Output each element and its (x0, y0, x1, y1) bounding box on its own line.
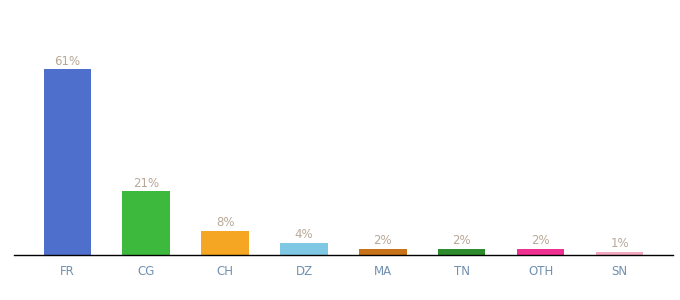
Bar (44, 70, 91, 255)
Text: 2%: 2% (531, 234, 550, 248)
Bar (517, 249, 564, 255)
Text: 8%: 8% (216, 216, 235, 229)
Text: 2%: 2% (452, 234, 471, 248)
Bar (438, 249, 486, 255)
Bar (359, 249, 407, 255)
Text: 61%: 61% (54, 55, 80, 68)
Bar (201, 231, 249, 255)
Bar (280, 243, 328, 255)
Bar (122, 191, 170, 255)
Text: 21%: 21% (133, 177, 159, 190)
Text: 2%: 2% (373, 234, 392, 248)
Text: 4%: 4% (294, 228, 313, 241)
Bar (596, 252, 643, 255)
Text: 1%: 1% (610, 237, 629, 250)
